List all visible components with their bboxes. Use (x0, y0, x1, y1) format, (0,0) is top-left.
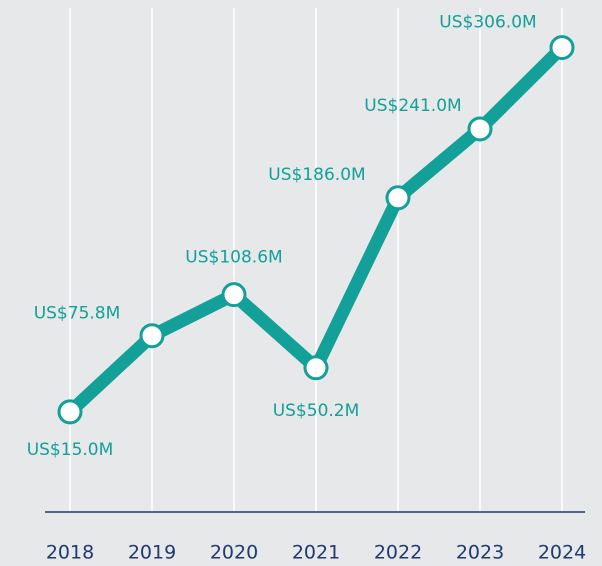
point (57, 399, 83, 425)
value-label: US$186.0M (268, 165, 365, 185)
point (385, 185, 411, 211)
x-tick-label: 2021 (292, 542, 340, 564)
value-label: US$50.2M (273, 401, 360, 421)
x-tick-label: 2022 (374, 542, 422, 564)
point (221, 282, 247, 308)
point (139, 323, 165, 349)
x-tick-label: 2023 (456, 542, 504, 564)
x-tick-label: 2018 (46, 542, 94, 564)
value-label: US$108.6M (185, 248, 282, 268)
point (303, 355, 329, 381)
value-label: US$75.8M (34, 304, 121, 324)
value-label: US$15.0M (27, 440, 114, 460)
value-label: US$241.0M (364, 96, 461, 116)
x-tick-label: 2024 (538, 542, 586, 564)
value-label: US$306.0M (439, 13, 536, 33)
x-tick-label: 2020 (210, 542, 258, 564)
point (467, 116, 493, 142)
point (549, 35, 575, 61)
x-tick-label: 2019 (128, 542, 176, 564)
